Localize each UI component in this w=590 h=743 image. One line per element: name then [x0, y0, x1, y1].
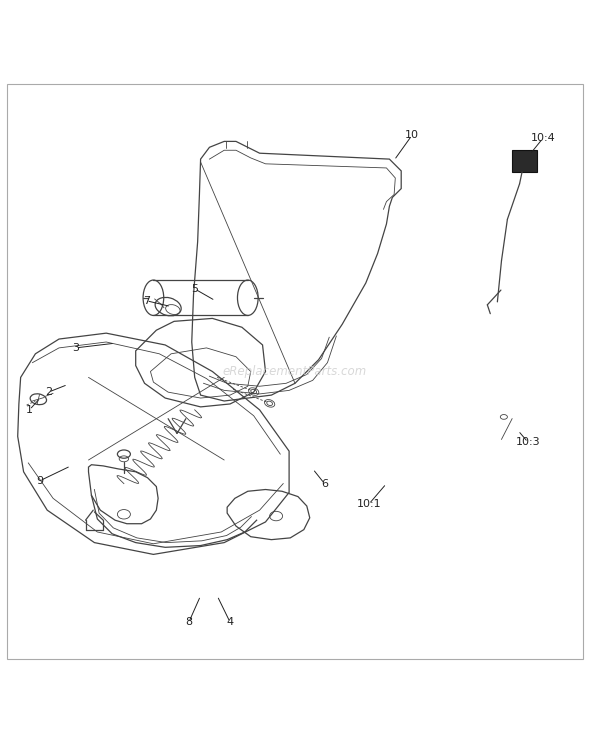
Text: 10:1: 10:1 — [356, 499, 381, 509]
Text: 2: 2 — [45, 387, 52, 398]
Text: 5: 5 — [191, 284, 198, 294]
FancyBboxPatch shape — [512, 149, 537, 172]
Text: 4: 4 — [227, 617, 234, 627]
Text: 7: 7 — [143, 296, 150, 305]
Text: 1: 1 — [26, 405, 33, 415]
Text: 10:3: 10:3 — [516, 438, 540, 447]
Text: 8: 8 — [185, 617, 192, 627]
Text: 10:4: 10:4 — [530, 134, 555, 143]
Text: eReplacementParts.com: eReplacementParts.com — [223, 365, 367, 378]
Text: 10: 10 — [405, 131, 419, 140]
Text: 3: 3 — [72, 343, 79, 353]
Text: 6: 6 — [321, 478, 328, 489]
Text: 9: 9 — [37, 476, 44, 486]
